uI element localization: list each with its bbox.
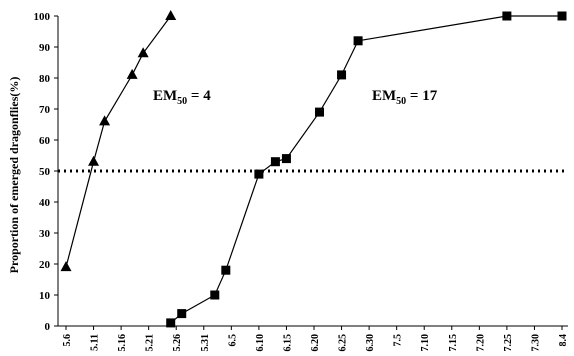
y-tick-label: 60 [39,135,51,147]
x-tick-label: 7.30 [530,334,541,352]
annotation-em50-series-1: EM50 = 4 [153,88,211,107]
series-2-square-point [337,70,347,80]
series-1-line [65,15,172,268]
series-1-triangle-point [99,115,111,126]
y-tick-label: 80 [39,73,51,85]
series-1-triangle-point [88,155,100,166]
series-2-square-point [270,157,280,167]
series-2-square-point [315,107,325,117]
series-2-square-point [166,318,176,328]
series-2-square-point [557,11,567,21]
series-1-triangle-point [137,47,149,58]
x-tick-label: 6.5 [227,334,238,347]
x-tick-label: 7.10 [420,334,431,352]
x-tick-label: 5.31 [200,334,211,352]
series-2-square-point [177,309,187,319]
y-tick-label: 20 [39,259,51,271]
series-2-square-point [254,169,264,179]
x-tick-label: 5.6 [62,334,73,347]
x-tick-label: 6.15 [282,334,293,352]
y-tick-label: 90 [39,42,51,54]
series-1-triangle-point [60,261,72,272]
series-2-square-point [210,290,220,300]
series-2-square-point [502,11,512,21]
x-tick-label: 7.20 [475,334,486,352]
series-2-square-point [221,265,231,275]
y-tick-label: 30 [39,228,51,240]
series-markers [60,10,567,328]
y-tick-label: 70 [39,104,51,116]
y-axis-ticks: 0 10 20 30 40 50 60 70 80 90 100 [34,11,58,333]
x-tick-label: 6.25 [338,334,349,352]
x-tick-label: 8.4 [558,334,569,347]
series-2-square-point [353,36,363,46]
x-tick-label: 7.15 [448,334,459,352]
x-tick-label: 6.10 [255,334,266,352]
x-tick-label: 7.25 [503,334,514,352]
y-tick-label: 50 [39,166,51,178]
x-tick-label: 7.5 [393,334,404,347]
x-axis-ticks: 5.6 5.11 5.16 5.21 5.26 5.31 6.5 6.10 6.15 6.20 6.… [62,326,569,352]
y-axis-label: Proportion of emerged dragonflies(%) [7,77,21,274]
x-tick-label: 6.20 [310,334,321,352]
x-tick-label: 6.30 [365,334,376,352]
x-tick-label: 5.11 [90,334,101,351]
y-tick-label: 40 [39,197,51,209]
x-tick-label: 5.26 [172,334,183,352]
y-tick-label: 0 [45,321,51,333]
series-1-triangle-point [165,10,177,20]
annotation-em50-series-2: EM50 = 17 [372,88,438,107]
y-tick-label: 100 [34,11,51,23]
series-1-triangle-point [126,68,138,79]
x-tick-label: 5.16 [117,334,128,352]
series-2-square-point [281,154,291,164]
y-tick-label: 10 [39,290,51,302]
series-2-line [170,15,562,324]
series-lines [65,15,562,324]
x-tick-label: 5.21 [145,334,156,352]
